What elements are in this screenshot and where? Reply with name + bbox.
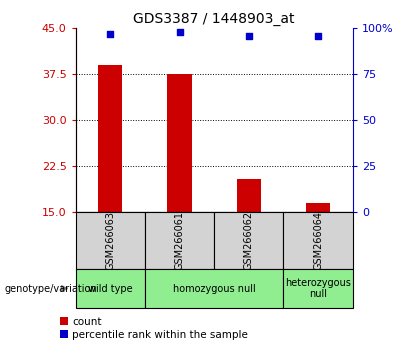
Bar	[284, 269, 353, 308]
Text: genotype/variation: genotype/variation	[4, 284, 97, 293]
Bar	[237, 179, 261, 212]
Bar	[145, 212, 214, 269]
Bar	[168, 74, 192, 212]
Bar	[284, 212, 353, 269]
Bar	[98, 65, 122, 212]
Bar	[145, 269, 284, 308]
Text: GSM266062: GSM266062	[244, 211, 254, 270]
Legend: count, percentile rank within the sample: count, percentile rank within the sample	[60, 317, 248, 340]
Point	[176, 29, 183, 35]
Point	[245, 33, 252, 39]
Text: wild type: wild type	[88, 284, 133, 293]
Bar	[76, 212, 145, 269]
Bar	[214, 212, 284, 269]
Text: homozygous null: homozygous null	[173, 284, 256, 293]
Bar	[306, 203, 330, 212]
Text: GSM266061: GSM266061	[175, 211, 184, 270]
Text: GSM266063: GSM266063	[105, 211, 115, 270]
Text: GSM266064: GSM266064	[313, 211, 323, 270]
Bar	[76, 269, 145, 308]
Point	[107, 31, 113, 37]
Point	[315, 33, 321, 39]
Text: heterozygous
null: heterozygous null	[285, 278, 351, 299]
Title: GDS3387 / 1448903_at: GDS3387 / 1448903_at	[134, 12, 295, 26]
